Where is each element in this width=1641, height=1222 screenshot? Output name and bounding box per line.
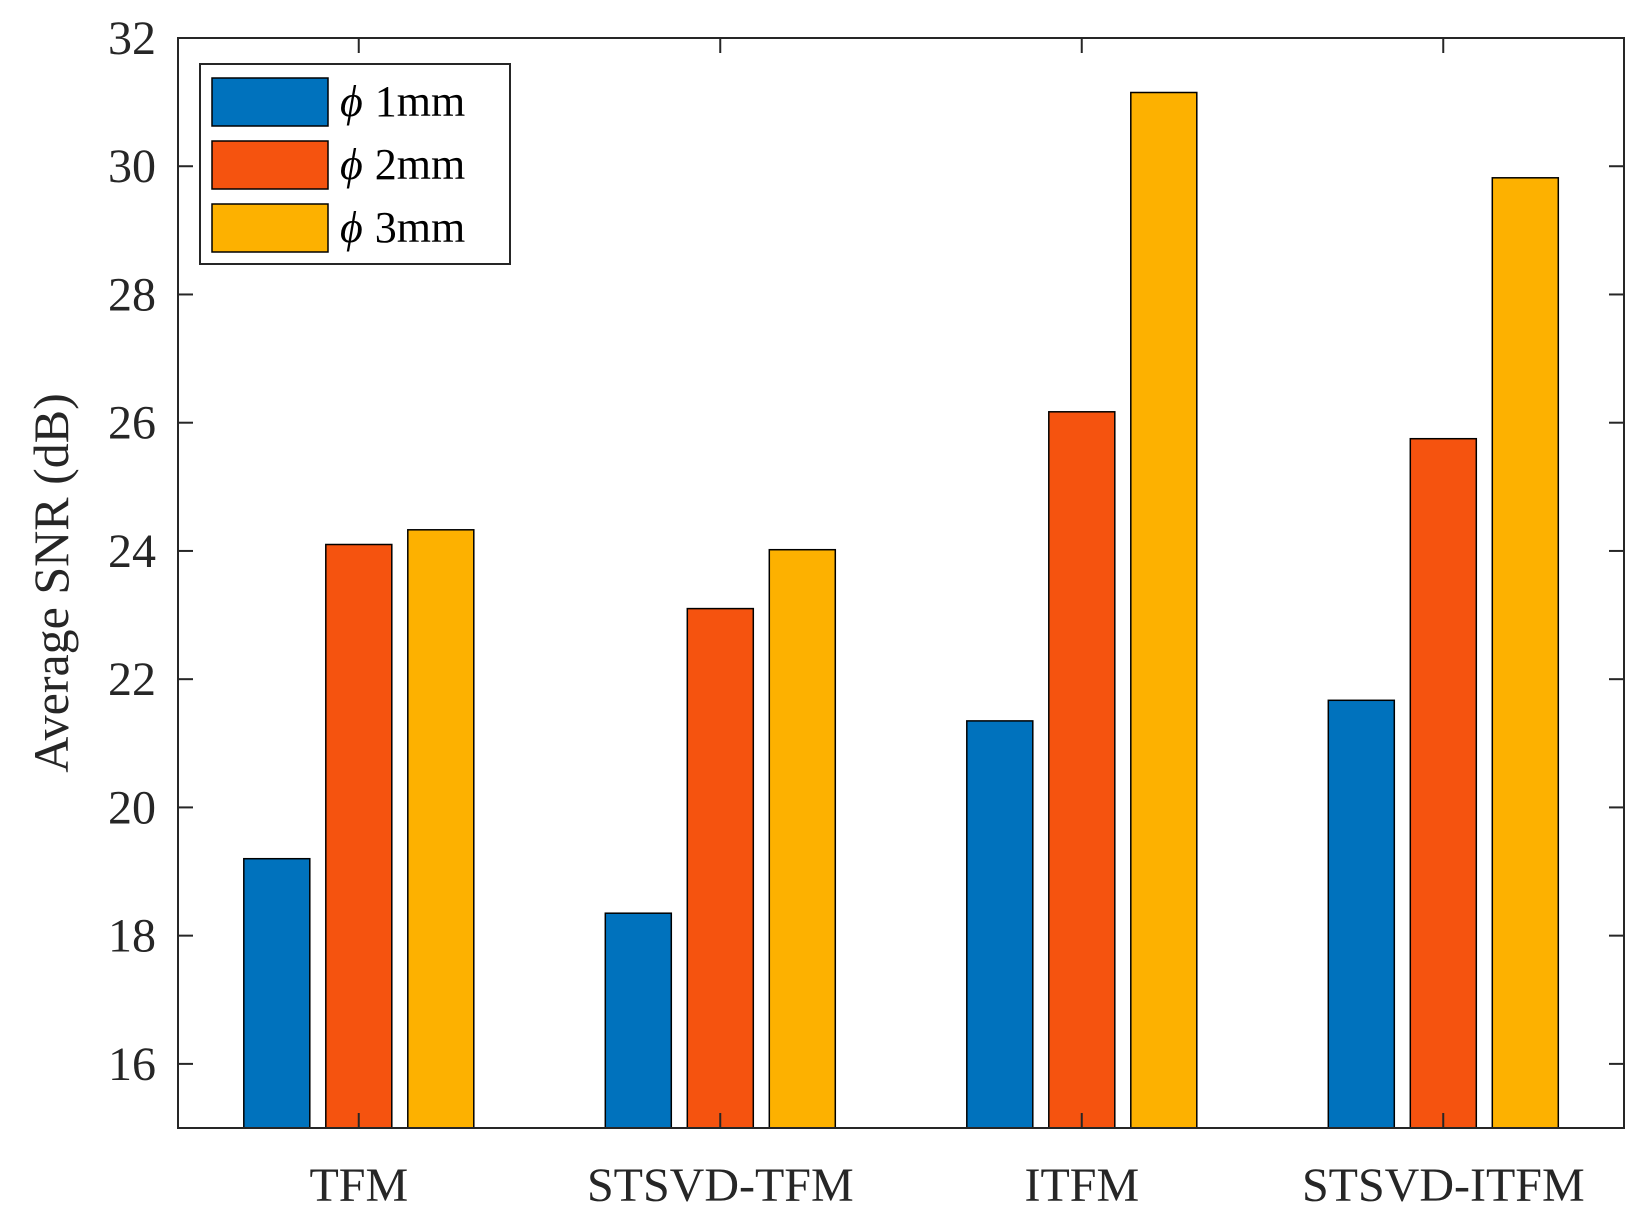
bar-stsvd-tfm-3mm	[768, 548, 837, 1129]
bars-layer	[243, 91, 1560, 1129]
legend-entry-2mm: ϕ 2mm	[340, 140, 465, 189]
bar-tfm-1mm	[243, 857, 311, 1129]
legend-swatch-3mm	[211, 203, 329, 253]
bar-stsvd-tfm-1mm	[604, 912, 673, 1129]
y-tick-label: 28	[108, 268, 156, 321]
y-tick-label: 22	[108, 653, 156, 706]
x-tick-label: STSVD-TFM	[587, 1159, 854, 1212]
legend-label: 1mm	[375, 77, 465, 126]
axes-frame	[177, 37, 1625, 1129]
bar-tfm-2mm	[325, 543, 393, 1129]
y-tick-label: 20	[108, 781, 156, 834]
axes-layer	[177, 37, 1625, 1129]
legend-entry-1mm: ϕ 1mm	[340, 77, 465, 126]
legend-label: 2mm	[375, 140, 465, 189]
legend-swatch-2mm	[211, 140, 329, 190]
bar-stsvd-itfm-1mm	[1327, 699, 1396, 1129]
y-tick-label: 18	[108, 910, 156, 963]
x-tick-label: ITFM	[1024, 1159, 1139, 1212]
x-tick-label: STSVD-ITFM	[1302, 1159, 1585, 1212]
phi-symbol: ϕ	[340, 140, 363, 189]
bar-itfm-2mm	[1048, 411, 1116, 1129]
ticks-layer: TFM STSVD-TFM ITFM STSVD-ITFM 16 18 20 22 24 26 28…	[108, 12, 1585, 1212]
legend-entry-3mm: ϕ 3mm	[340, 203, 465, 252]
x-tick-label: TFM	[309, 1159, 408, 1212]
phi-symbol: ϕ	[340, 77, 363, 126]
y-tick-label: 24	[108, 525, 156, 578]
bar-tfm-3mm	[407, 529, 475, 1129]
y-axis-label: Average SNR (dB)	[23, 393, 79, 773]
bar-stsvd-itfm-2mm	[1409, 437, 1478, 1129]
legend-label: 3mm	[375, 203, 465, 252]
bar-stsvd-tfm-2mm	[686, 607, 755, 1129]
bar-stsvd-itfm-3mm	[1491, 177, 1560, 1129]
y-tick-label: 30	[108, 140, 156, 193]
bar-itfm-3mm	[1130, 91, 1198, 1129]
y-tick-label: 32	[108, 12, 156, 65]
legend-swatch-1mm	[211, 77, 329, 127]
y-tick-label: 16	[108, 1038, 156, 1091]
bar-itfm-1mm	[966, 720, 1034, 1129]
y-tick-label: 26	[108, 397, 156, 450]
phi-symbol: ϕ	[340, 203, 363, 252]
